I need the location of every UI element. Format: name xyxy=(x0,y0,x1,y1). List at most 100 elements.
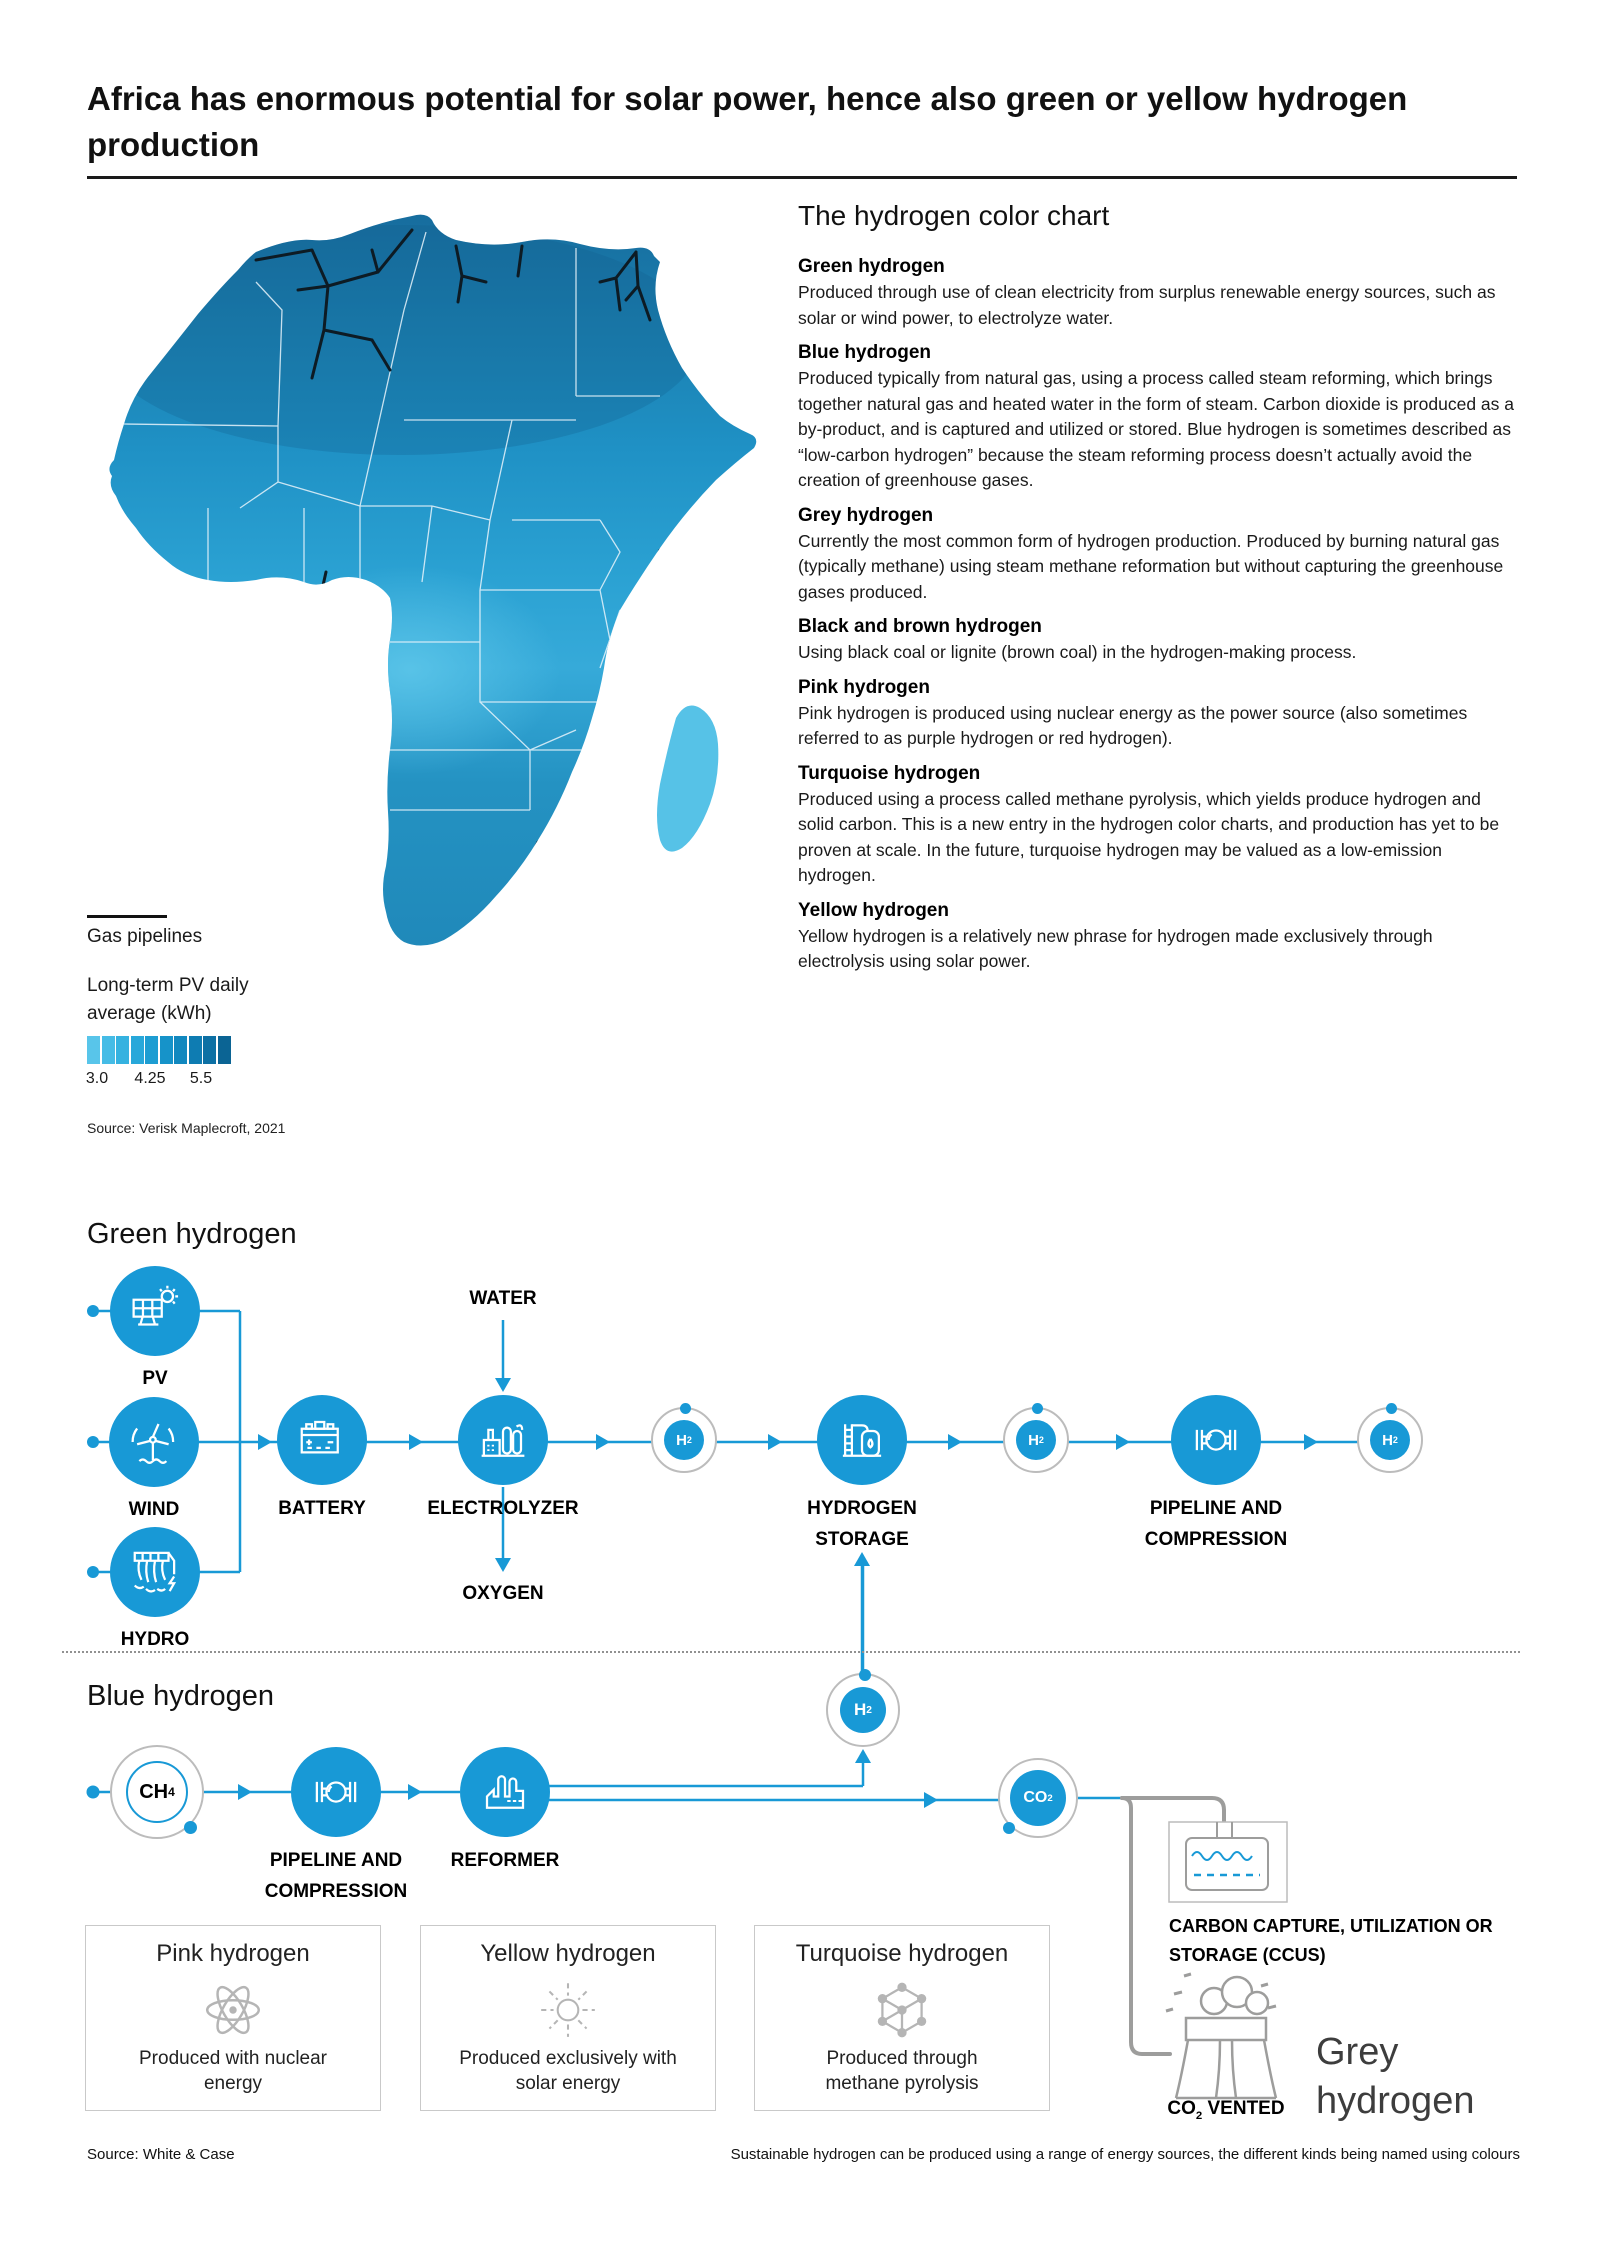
entry-heading-pink: Pink hydrogen xyxy=(798,676,930,698)
pv-scale-swatch xyxy=(116,1036,129,1064)
entry-heading-grey: Grey hydrogen xyxy=(798,504,934,526)
entry-text-black-brown: Using black coal or lignite (brown coal)… xyxy=(798,642,1357,662)
wind-icon xyxy=(131,1423,175,1464)
hydrogen-storage-label: HYDROGEN STORAGE xyxy=(807,1498,917,1550)
pv-scale-title: Long-term PV daily average (kWh) xyxy=(87,975,249,1024)
entry-heading-blue: Blue hydrogen xyxy=(798,342,932,363)
madagascar xyxy=(657,705,719,852)
pipeline-compression-label: PIPELINE AND COMPRESSION xyxy=(1144,1498,1288,1550)
green-section-heading: Green hydrogen xyxy=(87,1218,297,1250)
pink-hydrogen-box: Pink hydrogen Produced with nuclear ener… xyxy=(85,1925,381,2111)
yellow-hydrogen-box: Yellow hydrogen Produced exclusively wit… xyxy=(420,1925,716,2111)
entry-text-grey: Currently the most common form of hydrog… xyxy=(798,530,1504,602)
pv-scale-swatch xyxy=(174,1036,187,1064)
entry-heading-black-brown: Black and brown hydrogen xyxy=(798,616,1042,637)
green-flow-arrows xyxy=(258,1378,1318,1572)
scale-label-min: 3.0 xyxy=(85,1070,109,1087)
h2-badge-dot xyxy=(680,1403,691,1414)
co2-badge-dot xyxy=(1003,1822,1015,1834)
blue-flow-arrows xyxy=(238,1749,938,1808)
cooling-tower-icon xyxy=(1165,1972,1278,2100)
page-title: Africa has enormous potential for solar … xyxy=(87,80,1408,163)
pink-box-text: Produced with nuclear energy xyxy=(139,2048,327,2094)
entry-heading-green: Green hydrogen xyxy=(798,256,945,277)
scale-label-mid: 4.25 xyxy=(134,1070,166,1087)
co2-vented-label: CO2 VENTED xyxy=(1167,2098,1285,2122)
footer-caption: Sustainable hydrogen can be produced usi… xyxy=(730,2146,1520,2163)
h2-badge-dot xyxy=(1386,1403,1397,1414)
gas-pipeline-key-swatch xyxy=(87,915,167,918)
electrolyzer-node xyxy=(458,1395,548,1485)
battery-node xyxy=(277,1395,367,1485)
africa-map xyxy=(109,214,757,946)
title-rule xyxy=(87,176,1517,179)
pipeline-compression-node xyxy=(1171,1395,1261,1485)
entry-text-turquoise: Produced using a process called methane … xyxy=(798,788,1500,886)
pv-label: PV xyxy=(142,1368,168,1389)
blue-section-heading: Blue hydrogen xyxy=(87,1680,275,1712)
pipeline-compression-icon xyxy=(315,1781,357,1803)
entry-text-blue: Produced typically from natural gas, usi… xyxy=(798,368,1514,490)
entry-text-yellow: Yellow hydrogen is a relatively new phra… xyxy=(798,925,1433,972)
entry-heading-turquoise: Turquoise hydrogen xyxy=(798,762,981,784)
entry-text-pink: Pink hydrogen is produced using nuclear … xyxy=(798,702,1468,749)
yellow-box-title: Yellow hydrogen xyxy=(480,1940,656,1967)
reformer-label: REFORMER xyxy=(450,1850,560,1871)
pv-icon xyxy=(132,1285,179,1326)
pv-scale-swatch xyxy=(101,1036,115,1064)
battery-label: BATTERY xyxy=(278,1498,366,1519)
pv-scale-swatch xyxy=(188,1036,202,1064)
electrolyzer-icon xyxy=(481,1424,525,1457)
scale-label-max: 5.5 xyxy=(189,1070,213,1087)
hydro-node xyxy=(110,1527,200,1617)
wind-label: WIND xyxy=(128,1499,180,1520)
pv-scale-swatch xyxy=(159,1036,173,1064)
turquoise-box-title: Turquoise hydrogen xyxy=(795,1940,1009,1967)
footer-source: Source: White & Case xyxy=(87,2146,235,2163)
section-separator xyxy=(62,1651,1520,1653)
co2-badge: CO 2 xyxy=(998,1758,1078,1838)
h2-badge-dot xyxy=(1032,1403,1043,1414)
wind-node xyxy=(109,1397,199,1487)
entry-heading-yellow: Yellow hydrogen xyxy=(798,899,949,921)
map-source: Source: Verisk Maplecroft, 2021 xyxy=(87,1120,286,1136)
reformer-node xyxy=(460,1747,550,1837)
ccus-label: CARBON CAPTURE, UTILIZATION OR STORAGE (… xyxy=(1169,1916,1493,1965)
hydro-icon xyxy=(133,1551,177,1593)
blue-pipeline-node xyxy=(291,1747,381,1837)
turquoise-hydrogen-box: Turquoise hydrogen Produced through meth… xyxy=(754,1925,1050,2111)
yellow-box-text: Produced exclusively with solar energy xyxy=(459,2048,677,2094)
oxygen-label: OXYGEN xyxy=(462,1583,544,1604)
color-chart-title: The hydrogen color chart xyxy=(798,200,1110,231)
blue-flow-dots xyxy=(86,1785,100,1799)
country-borders xyxy=(123,231,660,811)
hydro-label: HYDRO xyxy=(120,1629,190,1650)
pv-scale-swatch xyxy=(87,1036,100,1064)
pv-scale-swatch xyxy=(217,1036,231,1064)
hydrogen-storage-node xyxy=(817,1395,907,1485)
ch4-badge-dot xyxy=(184,1821,197,1834)
grey-hydrogen-title: Grey hydrogen xyxy=(1316,2031,1475,2122)
molecule-icon xyxy=(869,1974,935,2046)
turquoise-box-text: Produced through methane pyrolysis xyxy=(825,2048,979,2094)
pv-node xyxy=(110,1266,200,1356)
entry-text-green: Produced through use of clean electricit… xyxy=(798,282,1496,328)
pink-box-title: Pink hydrogen xyxy=(156,1940,310,1967)
h2-badge-dot xyxy=(859,1669,871,1681)
reformer-icon xyxy=(485,1775,525,1809)
pv-scale-swatch xyxy=(203,1036,216,1064)
ch4-badge: CH 4 xyxy=(110,1745,204,1839)
blue-flow-lines xyxy=(99,1560,1122,1802)
co2-grey-pipes xyxy=(1120,1796,1226,2056)
hydrogen-color-chart: The hydrogen color chart Green hydrogen … xyxy=(798,200,1520,975)
atom-icon xyxy=(200,1974,266,2046)
water-label: WATER xyxy=(469,1288,537,1309)
electrolyzer-label: ELECTROLYZER xyxy=(427,1498,579,1519)
pv-scale-swatch xyxy=(145,1036,158,1064)
sun-icon xyxy=(535,1974,601,2046)
gas-pipeline-key-label: Gas pipelines xyxy=(87,926,203,947)
